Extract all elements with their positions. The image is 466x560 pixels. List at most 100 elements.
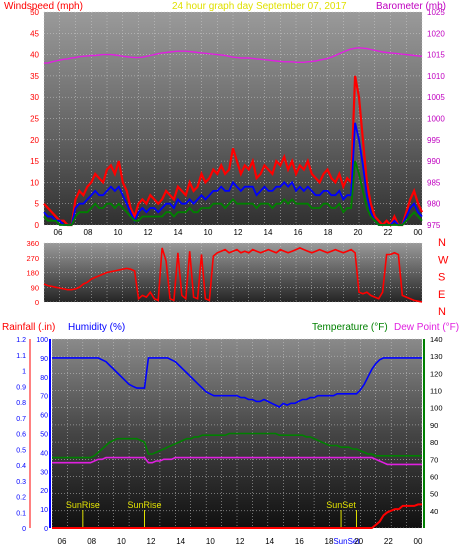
humidity-tick-label: 0 — [44, 526, 48, 533]
temp-tick-label: 120 — [430, 369, 443, 378]
rain-tick-label: 0.3 — [16, 479, 26, 486]
barometer-tick-label: 1015 — [427, 51, 445, 60]
windspeed-tick-label: 0 — [35, 221, 40, 230]
windspeed-tick-label: 45 — [30, 29, 39, 38]
wind-x-tick-label: 20 — [354, 228, 363, 237]
direction-tick-label: 270 — [26, 254, 39, 263]
temp-x-tick-label: 12 — [147, 537, 156, 546]
humidity-tick-label: 70 — [40, 394, 48, 401]
rain-tick-label: 1 — [22, 369, 26, 376]
humidity-tick-label: 20 — [40, 488, 48, 495]
temp-tick-label: 90 — [430, 421, 438, 430]
sun-annotation-label: SunSet — [326, 500, 356, 510]
temp-x-tick-label: 08 — [87, 537, 96, 546]
wind-x-tick-label: 22 — [384, 228, 393, 237]
windspeed-tick-label: 15 — [30, 157, 39, 166]
sun-annotation-label: SunRise — [127, 500, 161, 510]
dewpoint-series-line — [52, 456, 422, 466]
wind-x-tick-label: 00 — [414, 228, 423, 237]
barometer-tick-label: 1020 — [427, 29, 445, 38]
barometer-tick-label: 1025 — [427, 8, 445, 17]
humidity-tick-label: 30 — [40, 469, 48, 476]
barometer-tick-label: 985 — [427, 178, 441, 187]
wind-x-tick-label: 14 — [264, 228, 273, 237]
dewpoint-axis-label: Dew Point (°F) — [394, 322, 459, 333]
humidity-tick-label: 80 — [40, 375, 48, 382]
temp-x-tick-label: 18 — [325, 537, 334, 546]
rain-tick-label: 0.5 — [16, 447, 26, 454]
barometer-tick-label: 995 — [427, 136, 441, 145]
windspeed-tick-label: 50 — [30, 8, 39, 17]
direction-tick-label: 360 — [26, 239, 39, 248]
barometer-tick-label: 1000 — [427, 115, 445, 124]
avg-series-line — [43, 160, 423, 226]
windspeed-tick-label: 20 — [30, 136, 39, 145]
rain-tick-label: 0.1 — [16, 510, 26, 517]
compass-letter: W — [438, 254, 449, 266]
wind-x-tick-label: 10 — [204, 228, 213, 237]
temp-x-tick-label: 06 — [58, 537, 67, 546]
sun-annotation-label: SunSet — [333, 537, 360, 546]
temp-tick-label: 80 — [430, 438, 438, 447]
windspeed-series-line — [43, 122, 423, 226]
graph-title: 24 hour graph day September 07, 2017 — [172, 1, 347, 12]
rainfall-series-line — [52, 503, 422, 529]
temperature-series-line — [52, 432, 422, 459]
wind-x-tick-label: 06 — [54, 228, 63, 237]
humidity-axis-label: Humidity (%) — [68, 322, 125, 333]
compass-letter: N — [438, 237, 446, 249]
rain-tick-label: 0.7 — [16, 416, 26, 423]
sun-annotations: SunRise SunRise SunSet SunSet — [66, 500, 361, 546]
rainfall-axis-label: Rainfall (.in) — [2, 322, 55, 333]
compass-letter: S — [438, 272, 445, 284]
wind-panel-series — [43, 47, 423, 227]
direction-panel-series — [43, 247, 423, 303]
rain-tick-label: 0 — [22, 526, 26, 533]
temp-tick-label: 40 — [430, 507, 438, 516]
barometer-axis-label: Barometer (mb) — [376, 1, 446, 12]
windspeed-tick-label: 5 — [35, 200, 40, 209]
rain-tick-label: 0.6 — [16, 432, 26, 439]
compass-letter: N — [438, 306, 446, 318]
temp-tick-label: 110 — [430, 387, 442, 396]
temp-x-tick-label: 20 — [354, 537, 363, 546]
windspeed-tick-label: 25 — [30, 115, 39, 124]
rain-tick-label: 1.2 — [16, 337, 26, 344]
temp-tick-label: 140 — [430, 335, 443, 344]
temp-x-tick-label: 14 — [176, 537, 185, 546]
barometer-tick-label: 1005 — [427, 93, 445, 102]
gust-series-line — [43, 75, 423, 227]
humidity-tick-label: 50 — [40, 432, 48, 439]
rain-tick-label: 0.8 — [16, 400, 26, 407]
rain-tick-label: 0.2 — [16, 495, 26, 502]
wind-x-tick-label: 14 — [174, 228, 183, 237]
temp-panel-x-ticks: 06 08 10 12 14 10 12 14 16 18 20 22 00 — [58, 537, 423, 546]
wind-direction-line — [43, 247, 423, 303]
rain-tick-label: 1.1 — [16, 353, 26, 360]
direction-tick-label: 90 — [31, 283, 39, 292]
barometer-tick-label: 990 — [427, 157, 441, 166]
wind-x-tick-label: 12 — [144, 228, 153, 237]
temp-x-tick-label: 16 — [295, 537, 304, 546]
barometer-series-line — [44, 47, 423, 64]
humidity-tick-label: 90 — [40, 356, 48, 363]
temp-tick-label: 60 — [430, 472, 438, 481]
temp-x-tick-label: 12 — [236, 537, 245, 546]
humidity-tick-label: 60 — [40, 413, 48, 420]
temp-x-tick-label: 10 — [117, 537, 126, 546]
windspeed-axis-label: Windspeed (mph) — [4, 1, 83, 12]
rain-axis-ticks: 0 0.1 0.2 0.3 0.4 0.5 0.6 0.7 0.8 0.9 1 1.1 1.2 — [16, 337, 31, 533]
temp-tick-label: 70 — [430, 455, 438, 464]
rain-tick-label: 0.9 — [16, 384, 26, 391]
temp-x-tick-label: 00 — [414, 537, 423, 546]
humidity-tick-label: 10 — [40, 507, 48, 514]
wind-panel-left-ticks: 0 5 10 15 20 25 30 35 40 45 50 — [30, 8, 39, 230]
sun-annotation-label: SunRise — [66, 500, 100, 510]
direction-panel-left-ticks: 0 90 180 270 360 — [26, 239, 39, 307]
temp-axis-ticks: 40 50 60 70 80 90 100 110 120 130 140 — [423, 335, 443, 528]
temp-tick-label: 100 — [430, 404, 443, 413]
temp-tick-label: 130 — [430, 352, 443, 361]
